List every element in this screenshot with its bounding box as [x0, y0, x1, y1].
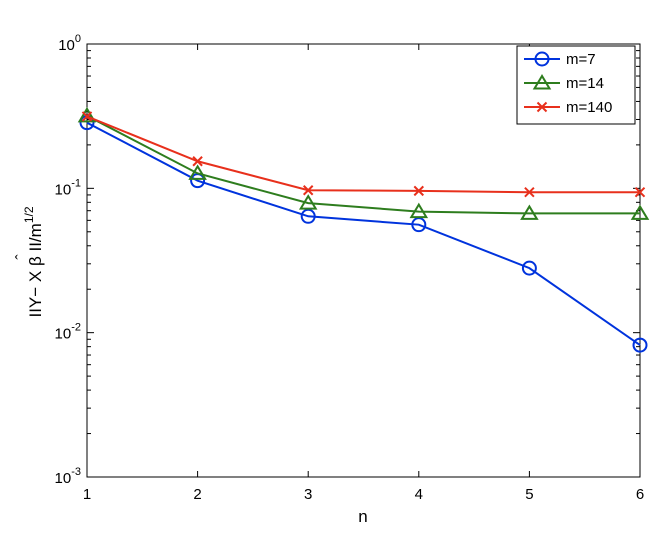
- y-axis-label-main: IIY− X β II/m: [26, 223, 45, 317]
- y-axis-label-exponent: 1/2: [22, 206, 36, 223]
- data-point-circle: [521, 260, 537, 276]
- series-m-14: [77, 106, 650, 220]
- y-tick-base: 10: [55, 326, 72, 343]
- y-tick-base: 10: [55, 181, 72, 198]
- data-point-x: [192, 156, 203, 167]
- series-m-140: [81, 111, 646, 198]
- y-axis-label-group: IIY− X β II/m1/2 ˆ: [14, 206, 45, 317]
- x-tick-label: 6: [636, 486, 644, 503]
- data-point-triangle: [298, 194, 318, 210]
- data-point-x: [302, 185, 314, 196]
- data-point-triangle: [630, 204, 650, 220]
- data-point-x: [536, 101, 548, 113]
- data-point-triangle: [532, 74, 552, 90]
- y-axis-label-hat: ˆ: [14, 254, 31, 260]
- y-tick-exponent: 0: [75, 33, 81, 45]
- data-point-triangle: [77, 106, 97, 123]
- x-tick-label: 2: [193, 486, 201, 503]
- series-line: [86, 115, 640, 194]
- y-tick-label: 10-3: [55, 466, 81, 487]
- legend-label: m=7: [566, 51, 596, 68]
- data-point-triangle: [520, 204, 539, 220]
- x-tick-label: 3: [304, 486, 312, 503]
- y-tick-base: 10: [58, 37, 75, 54]
- y-tick-label: 100: [58, 33, 81, 54]
- x-tick-label: 4: [415, 486, 423, 503]
- data-point-x: [81, 111, 93, 122]
- legend-label: m=14: [566, 75, 604, 92]
- y-tick-exponent: -2: [71, 322, 81, 334]
- series-line: [86, 121, 641, 346]
- data-point-triangle: [188, 164, 207, 180]
- y-tick-exponent: -1: [71, 177, 81, 189]
- data-point-x: [634, 187, 646, 198]
- data-point-circle: [411, 217, 427, 233]
- data-point-circle: [632, 337, 648, 353]
- x-axis-label: n: [358, 507, 367, 526]
- series-group: [77, 106, 650, 353]
- x-tick-label: 1: [83, 486, 91, 503]
- data-point-circle: [534, 51, 550, 67]
- y-tick-label: 10-2: [55, 322, 81, 343]
- y-tick-base: 10: [55, 470, 72, 487]
- legend: m=7 m=14 m=140: [516, 45, 636, 125]
- data-point-x: [524, 187, 535, 198]
- y-tick-label: 10-1: [55, 177, 81, 198]
- legend-label: m=140: [566, 99, 612, 116]
- y-tick-exponent: -3: [71, 466, 81, 478]
- x-tick-label: 5: [525, 486, 533, 503]
- data-point-circle: [300, 208, 316, 224]
- series-line: [86, 114, 640, 215]
- data-point-triangle: [409, 202, 429, 219]
- data-point-x: [413, 185, 425, 197]
- y-axis-label: IIY− X β II/m1/2: [22, 206, 45, 317]
